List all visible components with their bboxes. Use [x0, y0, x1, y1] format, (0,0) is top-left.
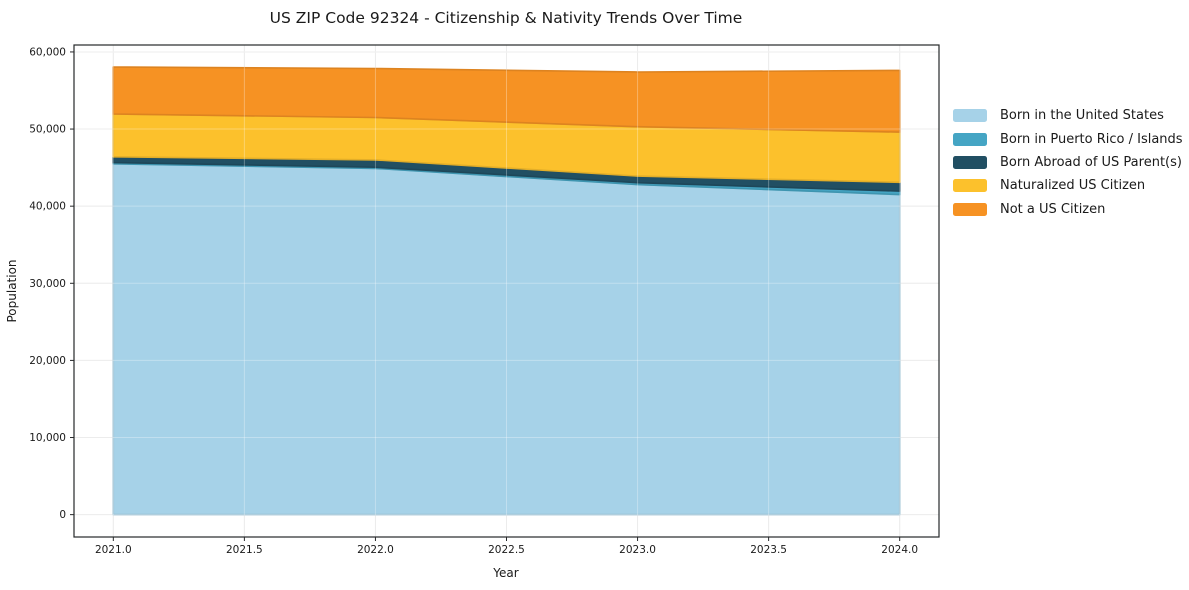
- axis-ticks: 2021.0 2021.5 2022.0 2022.5 2023.0 2023.5 2024…: [29, 46, 918, 556]
- area-series-4: [112, 66, 901, 133]
- legend-label: Born Abroad of US Parent(s): [1000, 154, 1182, 170]
- legend: Born in the United States Born in Puerto …: [953, 104, 1183, 221]
- legend-item: Born Abroad of US Parent(s): [953, 151, 1183, 174]
- legend-swatch: [953, 109, 987, 123]
- y-tick-label: 40,000: [29, 201, 66, 213]
- legend-swatch: [953, 132, 987, 146]
- y-axis-label: Population: [5, 259, 19, 322]
- x-tick-label: 2023.0: [619, 544, 656, 556]
- legend-item: Born in the United States: [953, 104, 1183, 127]
- legend-label: Born in Puerto Rico / Islands: [1000, 131, 1183, 147]
- x-tick-label: 2023.5: [750, 544, 787, 556]
- legend-swatch: [953, 155, 987, 169]
- chart-title: US ZIP Code 92324 - Citizenship & Nativi…: [270, 9, 743, 27]
- x-axis-label: Year: [492, 566, 518, 580]
- legend-swatch: [953, 202, 987, 216]
- y-tick-label: 50,000: [29, 124, 66, 136]
- stacked-areas: [112, 66, 901, 516]
- y-tick-label: 60,000: [29, 46, 66, 58]
- legend-item: Born in Puerto Rico / Islands: [953, 127, 1183, 150]
- legend-label: Naturalized US Citizen: [1000, 178, 1146, 194]
- x-tick-label: 2022.5: [488, 544, 525, 556]
- legend-item: Naturalized US Citizen: [953, 174, 1183, 197]
- gridlines-overlay: [74, 45, 939, 537]
- y-tick-label: 20,000: [29, 355, 66, 367]
- x-tick-label: 2024.0: [881, 544, 918, 556]
- x-tick-label: 2021.0: [95, 544, 132, 556]
- y-tick-label: 30,000: [29, 278, 66, 290]
- x-tick-label: 2022.0: [357, 544, 394, 556]
- y-tick-label: 0: [59, 509, 66, 521]
- legend-label: Born in the United States: [1000, 108, 1164, 124]
- y-tick-label: 10,000: [29, 432, 66, 444]
- legend-item: Not a US Citizen: [953, 198, 1183, 221]
- legend-swatch: [953, 179, 987, 193]
- x-tick-label: 2021.5: [226, 544, 263, 556]
- legend-label: Not a US Citizen: [1000, 201, 1106, 217]
